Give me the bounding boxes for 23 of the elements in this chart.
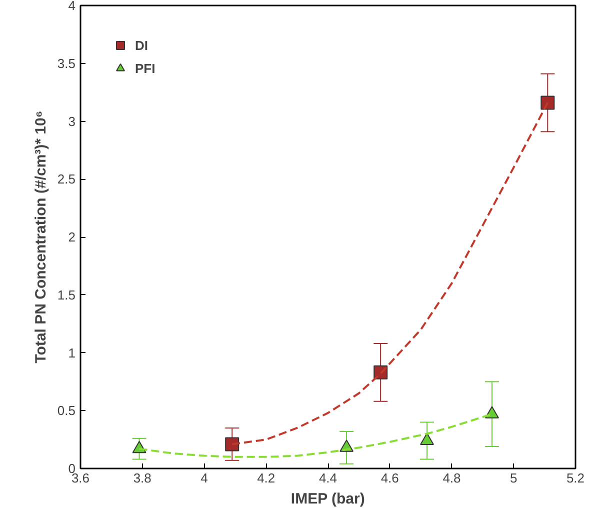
- x-tick-label: 4.6: [380, 470, 399, 486]
- y-tick-label: 3.5: [57, 56, 76, 71]
- y-tick-label: 4: [68, 0, 76, 13]
- x-tick-label: 4.8: [442, 470, 461, 486]
- x-tick-label: 5: [510, 470, 518, 486]
- x-tick-label: 3.8: [133, 470, 152, 486]
- x-axis-title: IMEP (bar): [290, 490, 365, 508]
- point: [420, 432, 434, 445]
- y-tick-label: 0.5: [57, 403, 76, 418]
- point: [540, 96, 555, 110]
- y-tick-label: 2: [68, 230, 76, 244]
- y-tick-label: 2.5: [57, 172, 76, 187]
- x-tick-label: 4.2: [257, 470, 276, 486]
- legend-label: PFI: [135, 60, 156, 76]
- legend-label: DI: [135, 38, 149, 52]
- y-tick-label: 1.5: [57, 287, 76, 302]
- y-tick-label: 1: [68, 345, 76, 360]
- x-tick-label: 4.4: [318, 470, 338, 486]
- x-tick-label: 5.2: [566, 470, 585, 486]
- y-axis-title: Total PN Concentration (#/cm³)* 10⁶: [32, 110, 50, 364]
- y-tick-label: 3: [68, 114, 76, 129]
- point: [484, 406, 499, 418]
- x-tick-label: 4: [200, 470, 208, 486]
